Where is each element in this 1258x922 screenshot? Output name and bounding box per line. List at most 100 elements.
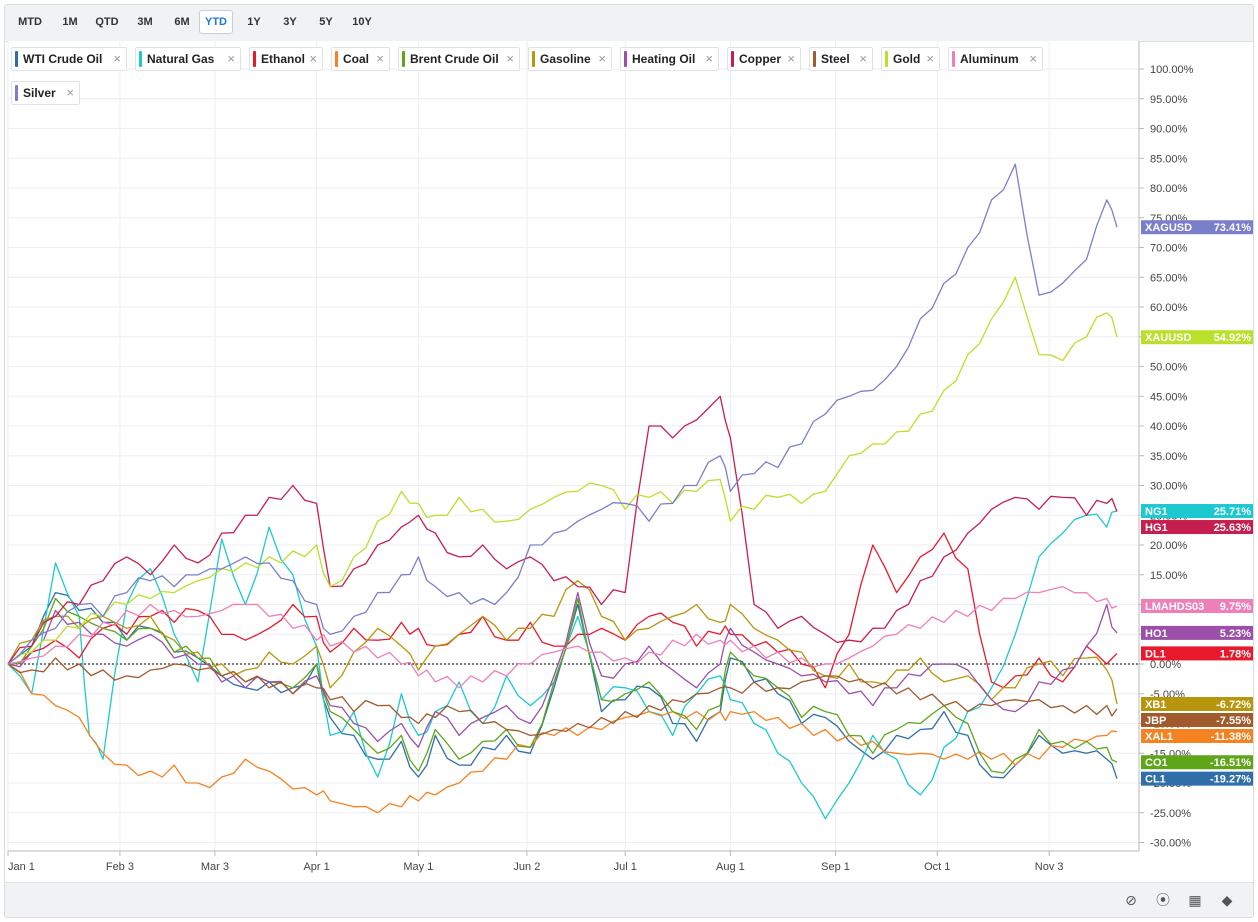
x-tick-label: May 1 [403, 861, 433, 873]
badge-background [1141, 771, 1253, 786]
range-button-ytd[interactable]: YTD [199, 10, 233, 34]
legend-swatch [253, 51, 256, 67]
legend-item-coal[interactable]: Coal × [331, 47, 390, 71]
badge-background [1141, 646, 1253, 661]
legend-label: Gold [893, 52, 921, 66]
y-tick-label: 100.00% [1150, 64, 1194, 76]
legend-item-gasoline[interactable]: Gasoline × [528, 47, 612, 71]
badge-background [1141, 330, 1253, 345]
range-button-qtd[interactable]: QTD [95, 16, 119, 28]
legend-item-silver[interactable]: Silver × [11, 81, 80, 105]
legend-item-ethanol[interactable]: Ethanol × [249, 47, 323, 71]
y-tick-label: 20.00% [1150, 540, 1188, 552]
range-button-1y[interactable]: 1Y [247, 16, 261, 28]
y-tick-label: 85.00% [1150, 153, 1188, 165]
legend-swatch [885, 51, 888, 67]
badge-background [1141, 520, 1253, 535]
badge-value: 9.75% [1220, 601, 1251, 613]
badge-symbol: CL1 [1145, 774, 1166, 786]
legend-swatch [731, 51, 734, 67]
legend-swatch [952, 51, 955, 67]
crosshair-icon[interactable]: ⦿ [1156, 892, 1170, 908]
badge-symbol: JBP [1145, 715, 1166, 727]
legend-swatch [624, 51, 627, 67]
y-tick-label: 35.00% [1150, 451, 1188, 463]
value-badge-jbp: JBP -7.55% [1141, 712, 1253, 727]
badge-value: 5.23% [1220, 628, 1251, 640]
badge-background [1141, 598, 1253, 613]
remove-series-icon[interactable]: × [227, 51, 235, 66]
badge-value: -11.38% [1211, 731, 1252, 743]
legend-item-brent-crude-oil[interactable]: Brent Crude Oil × [398, 47, 520, 71]
remove-series-icon[interactable]: × [506, 51, 514, 66]
remove-series-icon[interactable]: × [598, 51, 606, 66]
range-button-1m[interactable]: 1M [62, 16, 78, 28]
x-tick-label: Nov 3 [1035, 861, 1064, 873]
grid-icon[interactable]: ▦ [1188, 892, 1202, 908]
badge-symbol: LMAHDS03 [1145, 601, 1204, 613]
remove-series-icon[interactable]: × [705, 51, 713, 66]
badge-value: 1.78% [1220, 648, 1251, 660]
remove-series-icon[interactable]: × [113, 51, 121, 66]
legend-label: Steel [821, 52, 850, 66]
badge-symbol: XAL1 [1145, 731, 1173, 743]
badge-symbol: CO1 [1145, 757, 1168, 769]
range-toolbar: MTD 1M QTD 3M 6M YTD 1Y 3Y 5Y 10Y [5, 5, 1253, 42]
remove-series-icon[interactable]: × [787, 51, 795, 66]
remove-series-icon[interactable]: × [926, 51, 934, 66]
badge-symbol: DL1 [1145, 648, 1166, 660]
remove-series-icon[interactable]: × [859, 51, 867, 66]
x-tick-label: Mar 3 [201, 861, 229, 873]
badge-symbol: XB1 [1145, 699, 1166, 711]
badge-symbol: HO1 [1145, 628, 1168, 640]
range-button-6m[interactable]: 6M [174, 16, 190, 28]
legend-label: Natural Gas [147, 52, 215, 66]
legend-item-heating-oil[interactable]: Heating Oil × [620, 47, 719, 71]
badge-background [1141, 504, 1253, 519]
range-button-10y[interactable]: 10Y [352, 16, 372, 28]
x-tick-label: Feb 3 [106, 861, 134, 873]
legend-item-wti-crude-oil[interactable]: WTI Crude Oil × [11, 47, 127, 71]
legend-item-copper[interactable]: Copper × [727, 47, 801, 71]
legend-swatch [139, 51, 142, 67]
remove-series-icon[interactable]: × [376, 51, 384, 66]
legend-label: Aluminum [960, 52, 1019, 66]
value-badge-ho1: HO1 5.23% [1141, 625, 1253, 640]
chart-widget: MTD 1M QTD 3M 6M YTD 1Y 3Y 5Y 10Y -30.00% -25.00% -… [4, 4, 1254, 918]
badge-background [1141, 220, 1253, 235]
legend-item-gold[interactable]: Gold × [881, 47, 940, 71]
value-badge-xal1: XAL1 -11.38% [1141, 728, 1253, 743]
eye-off-icon[interactable]: ⊘ [1125, 892, 1137, 908]
range-button-3m[interactable]: 3M [137, 16, 153, 28]
y-tick-label: 80.00% [1150, 183, 1188, 195]
tags-icon[interactable]: ◆ [1221, 892, 1233, 908]
legend-item-steel[interactable]: Steel × [809, 47, 873, 71]
y-tick-label: 65.00% [1150, 272, 1188, 284]
x-tick-label: Apr 1 [303, 861, 329, 873]
legend-label: Coal [343, 52, 370, 66]
badge-background [1141, 712, 1253, 727]
legend-item-aluminum[interactable]: Aluminum × [948, 47, 1043, 71]
badge-background [1141, 696, 1253, 711]
legend-label: WTI Crude Oil [23, 52, 103, 66]
chart-footer: ⊘ ⦿ ▦ ◆ [5, 882, 1253, 917]
remove-series-icon[interactable]: × [1029, 51, 1037, 66]
y-tick-label: 70.00% [1150, 243, 1188, 255]
badge-value: 73.41% [1214, 222, 1252, 234]
x-tick-label: Jul 1 [614, 861, 637, 873]
range-button-mtd[interactable]: MTD [18, 16, 42, 28]
x-tick-label: Aug 1 [716, 861, 745, 873]
legend-label: Silver [23, 86, 56, 100]
y-tick-label: 30.00% [1150, 481, 1188, 493]
range-button-3y[interactable]: 3Y [283, 16, 297, 28]
series-line-silver [7, 163, 1118, 665]
legend-swatch [15, 51, 18, 67]
legend-item-natural-gas[interactable]: Natural Gas × [135, 47, 241, 71]
remove-series-icon[interactable]: × [66, 85, 74, 100]
series-line-coal [7, 663, 1118, 814]
range-button-5y[interactable]: 5Y [319, 16, 333, 28]
y-tick-label: -25.00% [1150, 808, 1191, 820]
legend-label: Heating Oil [632, 52, 696, 66]
remove-series-icon[interactable]: × [309, 51, 317, 66]
legend-label: Gasoline [540, 52, 591, 66]
